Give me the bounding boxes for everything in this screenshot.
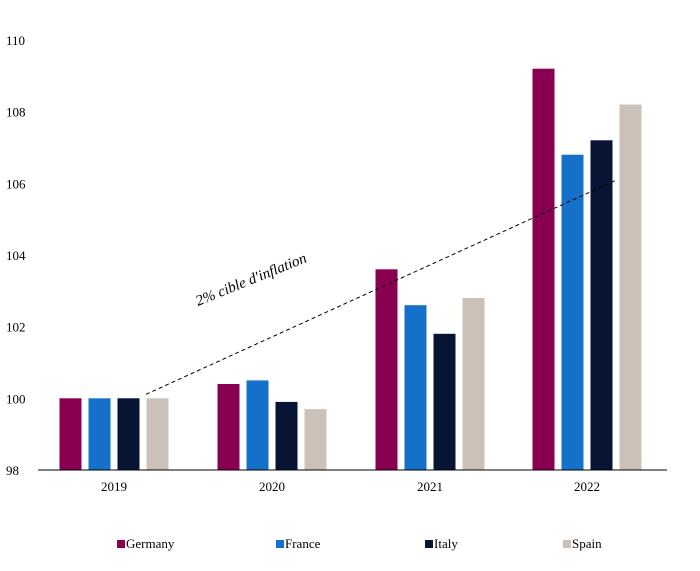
bar-germany-2019 [59,398,82,470]
x-tick-label: 2021 [417,479,443,494]
bar-germany-2022 [532,68,555,470]
x-tick-label: 2022 [574,479,600,494]
y-tick-label: 106 [6,176,26,191]
legend: Germany France Italy Spain [117,536,602,551]
y-tick-label: 100 [6,391,26,406]
legend-swatch-spain [563,540,571,548]
bar-france-2020 [246,380,269,470]
inflation-target-label: 2% cible d'inflation [194,251,310,310]
inflation-target-line [145,179,618,395]
bar-germany-2021 [375,269,398,470]
bar-spain-2020 [304,409,327,470]
x-tick-label: 2019 [101,479,127,494]
x-tick-label: 2020 [259,479,285,494]
legend-label-germany: Germany [126,536,175,551]
y-tick-label: 108 [6,105,26,120]
bar-france-2019 [88,398,111,470]
y-tick-label: 102 [6,320,26,335]
y-axis-ticks: 98 100 102 104 106 108 110 [6,33,26,478]
legend-label-spain: Spain [572,536,602,551]
y-tick-label: 98 [6,463,19,478]
bar-italy-2019 [117,398,140,470]
bar-france-2021 [404,305,427,470]
bar-france-2022 [561,154,584,470]
legend-label-italy: Italy [434,536,458,551]
legend-swatch-france [276,540,284,548]
bar-italy-2021 [433,333,456,470]
y-tick-label: 110 [6,33,25,48]
bar-spain-2019 [146,398,169,470]
y-tick-label: 104 [6,248,26,263]
bars [59,68,642,471]
bar-italy-2022 [590,140,613,471]
legend-label-france: France [285,536,321,551]
bar-italy-2020 [275,401,298,470]
bar-spain-2021 [462,298,485,470]
bar-germany-2020 [217,384,240,470]
legend-swatch-italy [425,540,433,548]
bar-spain-2022 [619,104,642,470]
x-axis-ticks: 2019 2020 2021 2022 [101,479,600,494]
legend-swatch-germany [117,540,125,548]
